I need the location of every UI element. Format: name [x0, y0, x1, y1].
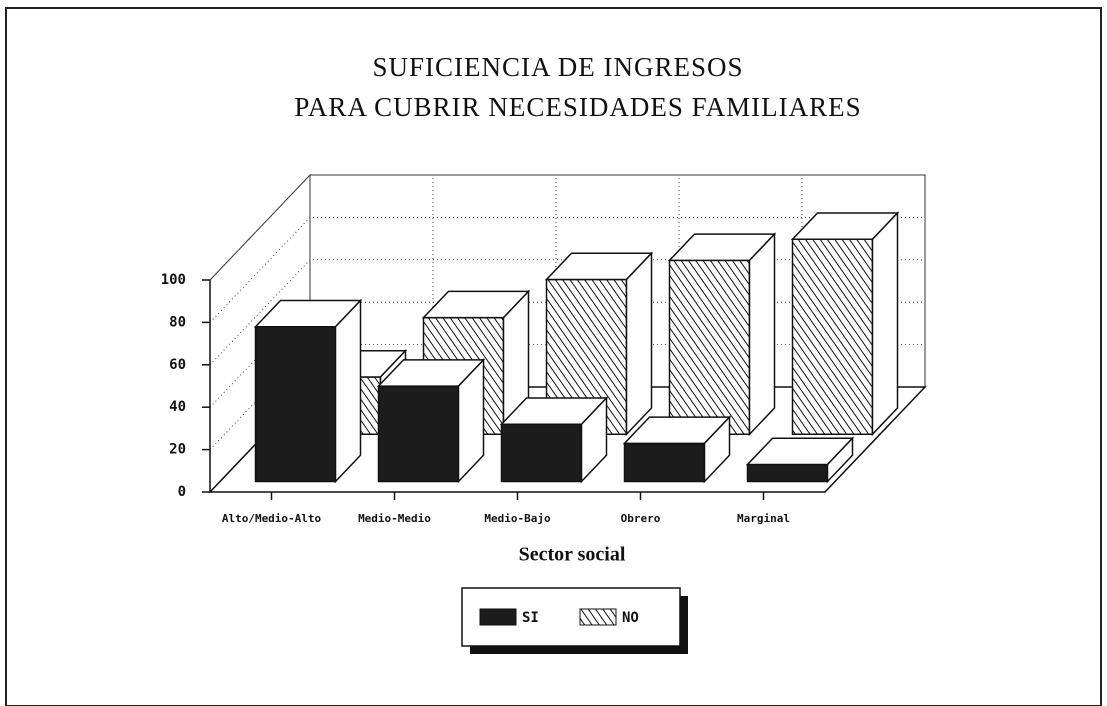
- bar-side: [334, 298, 362, 484]
- chart-title: SUFICIENCIA DE INGRESOS: [372, 52, 743, 82]
- x-tick-label: Obrero: [621, 512, 661, 525]
- y-tick-label: 100: [161, 272, 186, 288]
- x-axis-label: Sector social: [519, 544, 626, 566]
- bar-front: [254, 325, 337, 483]
- grid-line: [209, 216, 925, 323]
- bar-side: [703, 415, 731, 484]
- chart-subtitle: PARA CUBRIR NECESIDADES FAMILIARES: [294, 92, 861, 122]
- bar: [667, 232, 777, 437]
- y-tick-label: 40: [169, 399, 186, 415]
- y-tick-label: 20: [169, 442, 186, 458]
- bar-side: [580, 396, 608, 484]
- bar: [253, 298, 363, 484]
- x-tick-label: Medio-Medio: [358, 512, 431, 525]
- bar-front: [500, 423, 583, 483]
- y-tick-label: 0: [178, 484, 186, 500]
- legend-label: SI: [522, 610, 539, 626]
- bar-side: [748, 232, 776, 437]
- bar: [499, 396, 609, 484]
- grid-line: [209, 174, 925, 281]
- bar: [745, 436, 855, 484]
- bar-front: [668, 259, 751, 435]
- bar: [790, 211, 900, 437]
- y-tick-label: 60: [169, 357, 186, 373]
- legend-swatch: [479, 608, 517, 626]
- bar: [544, 251, 654, 437]
- bar-side: [625, 251, 653, 437]
- legend-label: NO: [622, 610, 639, 626]
- x-tick-label: Marginal: [737, 512, 790, 525]
- bar: [622, 415, 732, 484]
- bar-side: [871, 211, 899, 437]
- bar-side: [826, 436, 854, 484]
- x-tick-label: Medio-Bajo: [484, 512, 551, 525]
- bar: [376, 357, 486, 484]
- bar-front: [623, 442, 706, 483]
- legend-swatch: [579, 608, 617, 626]
- bar-front: [791, 238, 874, 435]
- x-tick-label: Alto/Medio-Alto: [222, 512, 322, 525]
- y-tick-label: 80: [169, 314, 186, 330]
- grid-line: [209, 259, 925, 366]
- bar-side: [457, 357, 485, 484]
- frame: [5, 7, 1102, 706]
- bar-front: [746, 463, 829, 483]
- bar-front: [377, 385, 460, 483]
